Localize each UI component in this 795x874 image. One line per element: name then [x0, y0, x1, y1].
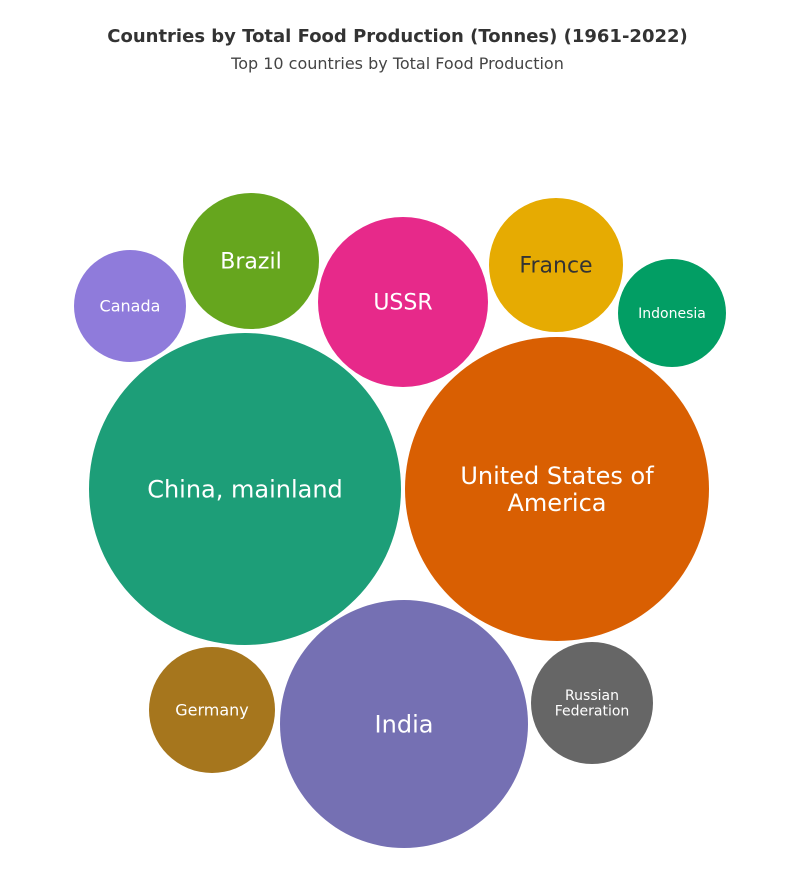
bubble-indonesia[interactable]: Indonesia — [618, 259, 726, 367]
bubble-label-germany: Germany — [175, 701, 249, 720]
bubble-circle-united-states-of-america[interactable] — [405, 337, 709, 641]
bubble-circle-france[interactable] — [489, 198, 623, 332]
bubble-label-russian-federation: Russian Federation — [555, 688, 630, 720]
bubble-label-ussr: USSR — [373, 291, 432, 316]
bubble-label-india: India — [375, 710, 434, 738]
bubble-india[interactable]: India — [280, 600, 528, 848]
bubble-label-brazil: Brazil — [220, 250, 281, 275]
bubble-circle-india[interactable] — [280, 600, 528, 848]
chart-subtitle: Top 10 countries by Total Food Productio… — [231, 54, 564, 73]
bubble-brazil[interactable]: Brazil — [183, 193, 319, 329]
bubble-france[interactable]: France — [489, 198, 623, 332]
bubble-label-united-states-of-america: United States of America — [460, 462, 654, 517]
bubble-circle-germany[interactable] — [149, 647, 275, 773]
bubble-circle-russian-federation[interactable] — [531, 642, 653, 764]
bubble-united-states-of-america[interactable]: United States of America — [405, 337, 709, 641]
bubble-circle-ussr[interactable] — [318, 217, 488, 387]
bubble-label-china-mainland: China, mainland — [147, 475, 343, 503]
bubble-russian-federation[interactable]: Russian Federation — [531, 642, 653, 764]
chart-header: Countries by Total Food Production (Tonn… — [0, 24, 795, 76]
bubble-circle-china-mainland[interactable] — [89, 333, 401, 645]
bubble-circle-indonesia[interactable] — [618, 259, 726, 367]
bubble-label-canada: Canada — [100, 297, 161, 316]
bubble-label-indonesia: Indonesia — [638, 306, 706, 322]
bubble-canada[interactable]: Canada — [74, 250, 186, 362]
bubble-china-mainland[interactable]: China, mainland — [89, 333, 401, 645]
bubble-germany[interactable]: Germany — [149, 647, 275, 773]
bubble-circle-brazil[interactable] — [183, 193, 319, 329]
chart-title: Countries by Total Food Production (Tonn… — [107, 26, 688, 47]
bubble-circle-canada[interactable] — [74, 250, 186, 362]
bubble-label-france: France — [519, 254, 592, 279]
bubble-ussr[interactable]: USSR — [318, 217, 488, 387]
